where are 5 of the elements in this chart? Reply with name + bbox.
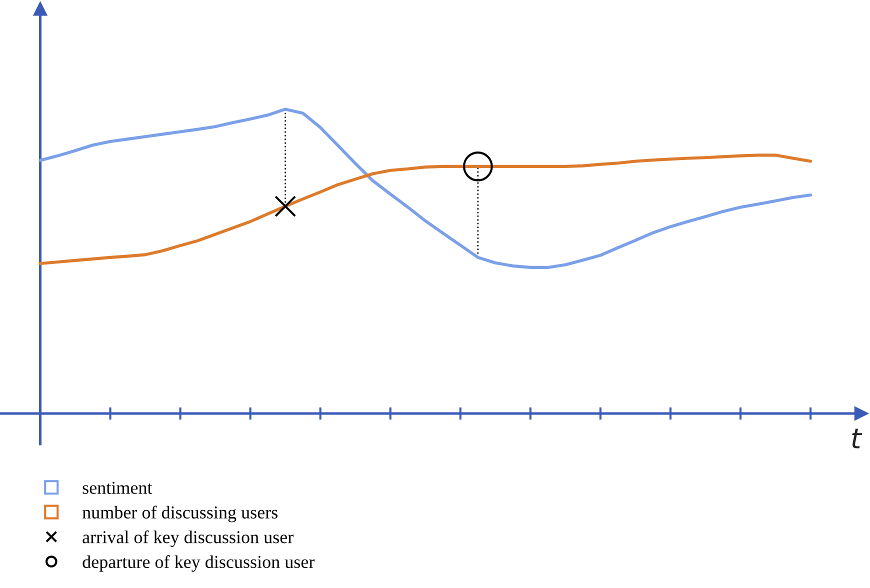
legend-label: sentiment	[82, 482, 152, 494]
text: departure of key discussion user	[82, 555, 315, 572]
text: arrival of key discussion user	[82, 530, 294, 548]
x-axis-title: t	[852, 428, 862, 448]
legend-label: number of discussing users	[82, 506, 278, 522]
